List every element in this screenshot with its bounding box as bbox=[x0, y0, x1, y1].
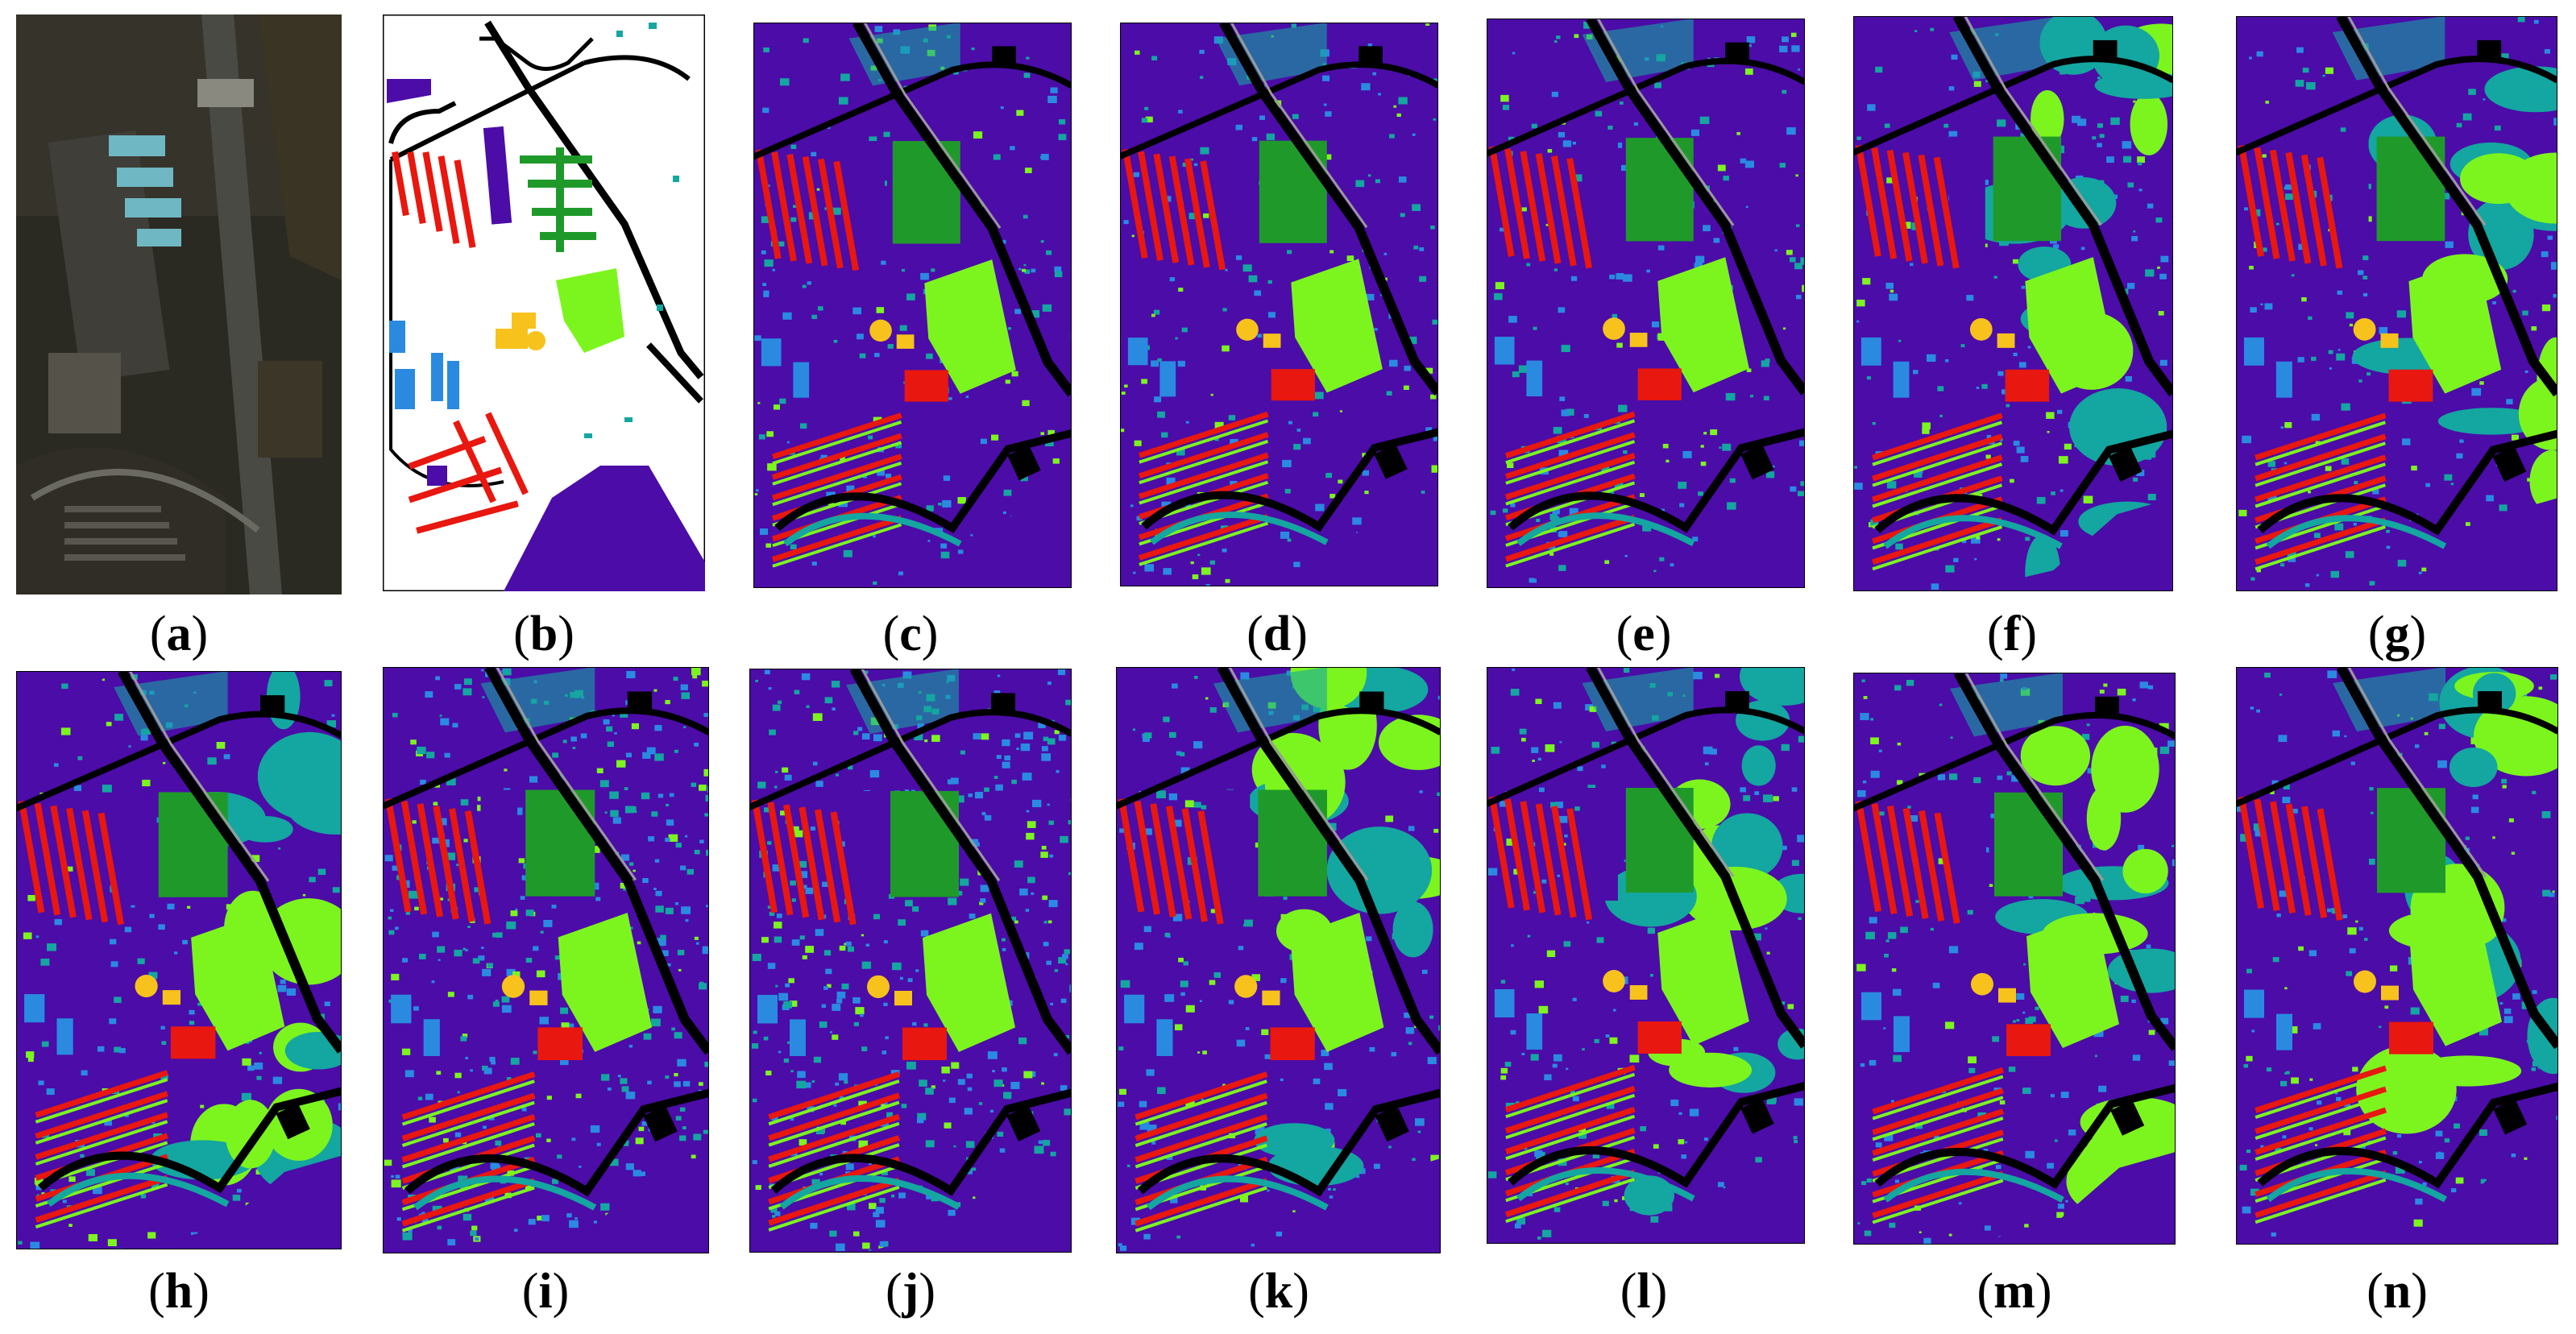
caption-n: (n) bbox=[2367, 1264, 2428, 1319]
panel-h bbox=[16, 671, 342, 1249]
panel-k bbox=[1116, 667, 1441, 1253]
classification-map bbox=[1853, 16, 2173, 591]
caption-g: (g) bbox=[2367, 607, 2427, 661]
panel-d bbox=[1120, 23, 1438, 586]
panel-c bbox=[753, 23, 1072, 588]
classification-map bbox=[2236, 16, 2557, 591]
classification-map bbox=[1120, 23, 1438, 586]
classification-map bbox=[16, 671, 342, 1249]
panel-g bbox=[2236, 16, 2557, 591]
rgb-image bbox=[16, 14, 342, 594]
panel-e bbox=[1487, 19, 1805, 588]
panel-n bbox=[2236, 667, 2558, 1245]
caption-f: (f) bbox=[1987, 607, 2037, 661]
classification-map bbox=[1487, 667, 1805, 1244]
classification-map bbox=[753, 23, 1072, 588]
caption-k: (k) bbox=[1248, 1264, 1309, 1319]
ground-truth-map bbox=[383, 14, 705, 591]
classification-map bbox=[1116, 667, 1441, 1253]
panel-j bbox=[749, 669, 1072, 1253]
caption-b: (b) bbox=[513, 607, 575, 661]
caption-d: (d) bbox=[1247, 607, 1308, 661]
caption-e: (e) bbox=[1616, 607, 1672, 661]
classification-map bbox=[2236, 667, 2558, 1245]
classification-map bbox=[1487, 19, 1805, 588]
caption-c: (c) bbox=[882, 607, 939, 661]
classification-map bbox=[1853, 673, 2176, 1245]
caption-h: (h) bbox=[148, 1264, 209, 1319]
caption-j: (j) bbox=[886, 1264, 935, 1319]
panel-l bbox=[1487, 667, 1805, 1244]
caption-m: (m) bbox=[1977, 1264, 2052, 1319]
panel-a bbox=[16, 14, 342, 594]
classification-map bbox=[749, 669, 1072, 1253]
caption-i: (i) bbox=[521, 1264, 570, 1319]
classification-map bbox=[383, 667, 709, 1253]
caption-l: (l) bbox=[1620, 1264, 1668, 1319]
panel-f bbox=[1853, 16, 2173, 591]
panel-b bbox=[383, 14, 705, 591]
caption-a: (a) bbox=[149, 607, 209, 661]
panel-i bbox=[383, 667, 709, 1253]
panel-m bbox=[1853, 673, 2176, 1245]
